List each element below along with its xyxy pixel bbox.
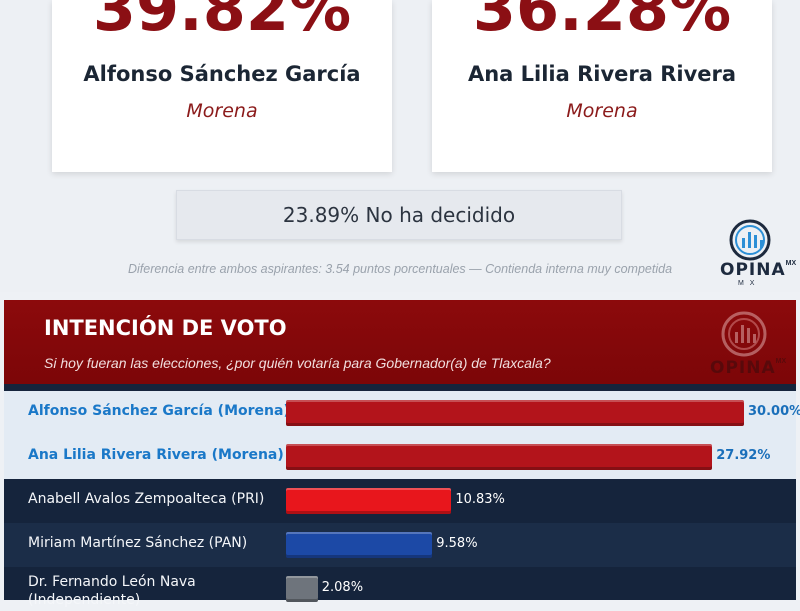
bar-anabell-avalos bbox=[286, 488, 452, 514]
bar-value-label: 30.00% bbox=[748, 404, 800, 419]
candidate-1-name: Alfonso Sánchez García bbox=[83, 62, 361, 86]
bar-value-label: 10.83% bbox=[455, 492, 505, 507]
opina-logo-suffix: MX bbox=[775, 358, 787, 365]
bar-alfonso-sanchez bbox=[286, 400, 744, 426]
chart-row: Alfonso Sánchez García (Morena) 30.00% bbox=[4, 391, 800, 435]
opina-logo-text: OPINA bbox=[720, 260, 786, 280]
summary-section: 39.82% Alfonso Sánchez García Morena 36.… bbox=[0, 0, 800, 292]
candidate-2-percent: 36.28% bbox=[472, 0, 732, 45]
opina-logo-text: OPINA bbox=[710, 358, 776, 378]
bar-fernando-leon bbox=[286, 576, 318, 602]
bar-value-label: 9.58% bbox=[436, 536, 478, 551]
opina-logo-sub: M X bbox=[738, 280, 757, 287]
bar-value-label: 27.92% bbox=[716, 448, 771, 463]
bar-label: Alfonso Sánchez García (Morena) bbox=[28, 403, 290, 419]
difference-note: Diferencia entre ambos aspirantes: 3.54 … bbox=[127, 262, 673, 276]
candidate-card-2: 36.28% Ana Lilia Rivera Rivera Morena bbox=[432, 0, 772, 172]
chart-row: Miriam Martínez Sánchez (PAN) 9.58% bbox=[4, 523, 796, 567]
vote-intention-panel: INTENCIÓN DE VOTO Si hoy fueran las elec… bbox=[4, 300, 800, 608]
bar-label: Miriam Martínez Sánchez (PAN) bbox=[28, 535, 248, 551]
candidate-1-party: Morena bbox=[186, 100, 258, 122]
chart-subtitle: Si hoy fueran las elecciones, ¿por quién… bbox=[44, 355, 551, 371]
chart-row: Dr. Fernando León Nava (Independiente) 2… bbox=[4, 567, 796, 611]
candidate-card-1: 39.82% Alfonso Sánchez García Morena bbox=[52, 0, 392, 172]
undecided-box: 23.89% No ha decidido bbox=[176, 190, 622, 240]
panel-header: INTENCIÓN DE VOTO Si hoy fueran las elec… bbox=[4, 300, 796, 384]
bar-label: Dr. Fernando León Nava (Independiente) bbox=[28, 574, 196, 608]
bar-label: Anabell Avalos Zempoalteca (PRI) bbox=[28, 491, 265, 507]
opina-logo-icon bbox=[729, 219, 771, 261]
chart-row: Ana Lilia Rivera Rivera (Morena) 27.92% bbox=[4, 435, 796, 479]
bar-value-label: 2.08% bbox=[321, 580, 364, 595]
bar-ana-lilia-rivera bbox=[286, 444, 713, 470]
candidate-1-percent: 39.82% bbox=[92, 0, 352, 45]
bar-label: Ana Lilia Rivera Rivera (Morena) bbox=[28, 447, 284, 463]
chart-title: INTENCIÓN DE VOTO bbox=[44, 316, 287, 340]
opina-logo-top: OPINAMX M X bbox=[716, 216, 796, 292]
opina-logo-icon bbox=[721, 311, 767, 357]
candidate-2-name: Ana Lilia Rivera Rivera bbox=[467, 62, 737, 86]
opina-logo-header: OPINAMX bbox=[704, 308, 787, 384]
chart-row: Anabell Avalos Zempoalteca (PRI) 10.83% bbox=[4, 479, 796, 523]
bar-miriam-martinez bbox=[286, 532, 433, 558]
opina-logo-suffix: MX bbox=[785, 260, 797, 267]
candidate-2-party: Morena bbox=[566, 100, 638, 122]
